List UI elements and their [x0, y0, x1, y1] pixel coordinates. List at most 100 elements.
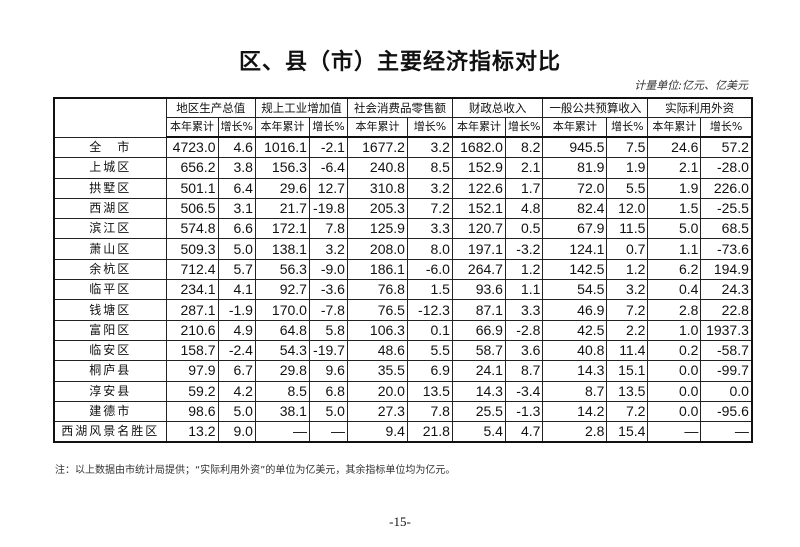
value-cell: 1.1 [504, 279, 544, 301]
value-cell: 310.8 [346, 177, 408, 199]
table-row: 拱墅区 501.1 6.4 29.6 12.7 310.8 3.2 122.6 1.7 72.0 5… [53, 177, 753, 199]
table-row: 富阳区 210.6 4.9 64.8 5.8 106.3 0.1 66.9 -2.8 42.5 2.… [53, 319, 753, 341]
value-cell: 2.1 [504, 157, 544, 179]
value-cell: 205.3 [346, 197, 408, 220]
value-cell: 4.8 [504, 197, 544, 220]
value-cell: 81.9 [542, 157, 608, 179]
value-cell: 4.9 [217, 319, 256, 341]
value-cell: 8.7 [542, 380, 608, 402]
value-cell: 5.4 [451, 421, 506, 443]
header-corner [53, 97, 167, 138]
value-cell: -73.6 [700, 238, 753, 260]
table-row: 西湖风景名胜区 13.2 9.0— —9.4 21.8 5.4 4.7 2.8 15.4— — [53, 421, 753, 443]
value-cell: 25.5 [451, 400, 506, 423]
value-cell: 6.7 [217, 360, 256, 382]
value-cell: 82.4 [542, 197, 608, 220]
value-cell: 42.5 [542, 319, 608, 341]
column-group-header: 财政总收入 [451, 97, 544, 118]
value-cell: -3.4 [504, 380, 544, 402]
cumulative-header: 本年累计 [346, 117, 408, 138]
value-cell: 5.0 [308, 400, 348, 423]
header-row-sub: 本年累计 增长% 本年累计 增长% 本年累计 增长% 本年累计 增长% 本年累计 增长% 本年累计增… [54, 117, 753, 138]
table-row: 淳安县 59.2 4.2 8.5 6.8 20.0 13.5 14.3 -3.4 8.7 13.5 0… [53, 380, 753, 402]
value-cell: 6.6 [217, 218, 256, 240]
value-cell: 712.4 [165, 258, 219, 281]
value-cell: 1.2 [606, 258, 649, 281]
table-row: 临平区 234.1 4.1 92.7 -3.6 76.8 1.5 93.6 1.1 54.5 3.2… [53, 279, 753, 301]
value-cell: 125.9 [346, 218, 408, 240]
value-cell: 5.5 [606, 177, 649, 199]
growth-header: 增长% [217, 117, 256, 138]
value-cell: 20.0 [346, 380, 408, 402]
value-cell: 35.5 [346, 360, 408, 382]
value-cell: 66.9 [451, 319, 506, 341]
value-cell: 4.1 [217, 279, 256, 301]
value-cell: 87.1 [451, 299, 506, 321]
region-name: 钱塘区 [53, 299, 167, 321]
footnote: 注：以上数据由市统计局提供；“实际利用外资”的单位为亿美元，其余指标单位均为亿元… [55, 465, 456, 476]
value-cell: 197.1 [451, 238, 506, 260]
cumulative-header: 本年累计 [542, 117, 608, 138]
value-cell: 59.2 [165, 380, 219, 402]
table-row: 建德市 98.6 5.0 38.1 5.0 27.3 7.8 25.5 -1.3 14.2 7.2 0… [53, 400, 753, 423]
value-cell: 1.5 [647, 197, 702, 220]
value-cell: 3.2 [406, 177, 453, 199]
value-cell: -95.6 [700, 400, 753, 423]
value-cell: -1.3 [504, 400, 544, 423]
value-cell: 226.0 [700, 177, 753, 199]
value-cell: 5.8 [308, 319, 348, 341]
table-row: 上城区 656.2 3.8 156.3 -6.4 240.8 8.5 152.9 2.1 81.9… [53, 157, 753, 179]
value-cell: 38.1 [254, 400, 310, 423]
value-cell: 3.8 [217, 157, 256, 179]
value-cell: 0.1 [406, 319, 453, 341]
value-cell: 7.2 [606, 299, 649, 321]
table-row: 桐庐县 97.9 6.7 29.8 9.6 35.5 6.9 24.1 8.7 14.3 15.1 0… [53, 360, 753, 382]
value-cell: 1.5 [406, 279, 453, 301]
value-cell: 122.6 [451, 177, 506, 199]
region-name: 余杭区 [53, 258, 167, 281]
value-cell: 68.5 [700, 218, 753, 240]
value-cell: 152.9 [451, 157, 506, 179]
value-cell: 0.0 [700, 380, 753, 402]
value-cell: 92.7 [254, 279, 310, 301]
value-cell: 124.1 [542, 238, 608, 260]
value-cell: 54.3 [254, 339, 310, 362]
value-cell: -2.4 [217, 339, 256, 362]
value-cell: 3.2 [308, 238, 348, 260]
value-cell: 4.2 [217, 380, 256, 402]
value-cell: 3.3 [504, 299, 544, 321]
value-cell: 56.3 [254, 258, 310, 281]
value-cell: -19.8 [308, 197, 348, 220]
column-group-header: 地区生产总值 [165, 97, 256, 118]
value-cell: -99.7 [700, 360, 753, 382]
value-cell: 3.2 [406, 136, 453, 159]
column-group-header: 实际利用外资 [647, 97, 753, 118]
column-group-header: 规上工业增加值 [254, 97, 348, 118]
unit-label: 计量单位:亿元、亿美元 [634, 79, 748, 92]
value-cell: 93.6 [451, 279, 506, 301]
value-cell: 21.7 [254, 197, 310, 220]
value-cell: 152.1 [451, 197, 506, 220]
value-cell: 21.8 [406, 421, 453, 443]
value-cell: 7.2 [406, 197, 453, 220]
value-cell: 2.1 [647, 157, 702, 179]
value-cell: 0.5 [504, 218, 544, 240]
value-cell: 9.0 [217, 421, 256, 443]
value-cell: 8.5 [254, 380, 310, 402]
region-name: 建德市 [53, 400, 167, 423]
value-cell: 1.7 [504, 177, 544, 199]
value-cell: -3.6 [308, 279, 348, 301]
column-group-header: 一般公共预算收入 [542, 97, 649, 118]
value-cell: 15.1 [606, 360, 649, 382]
value-cell: 1677.2 [346, 136, 408, 159]
value-cell: 120.7 [451, 218, 506, 240]
value-cell: 12.0 [606, 197, 649, 220]
value-cell: 0.0 [647, 400, 702, 423]
value-cell: 156.3 [254, 157, 310, 179]
table-body: 全 市 4723.0 4.6 1016.1 -2.1 1677.2 3.2 1682.0 8.2… [53, 136, 753, 443]
header-row-groups: 地区生产总值 规上工业增加值 社会消费品零售额 财政总收入 一般公共预算收入 实际利用外资 [53, 97, 753, 138]
value-cell: 3.6 [504, 339, 544, 362]
value-cell: 24.6 [647, 136, 702, 159]
table-row: 临安区 158.7 -2.4 54.3 -19.7 48.6 5.5 58.7 3.6 40.8 1… [53, 339, 753, 362]
value-cell: 138.1 [254, 238, 310, 260]
